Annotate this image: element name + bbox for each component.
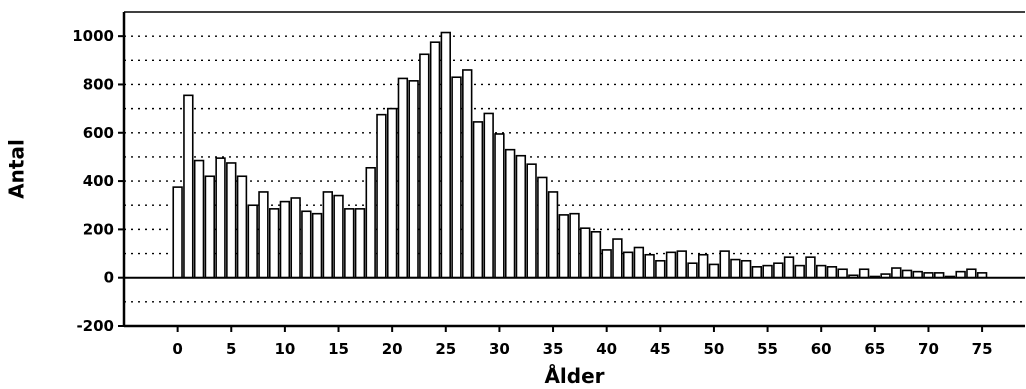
bar [966,268,977,279]
bar [419,53,430,279]
y-tick-label: 1000 [72,27,114,45]
bar [247,204,258,279]
bar [258,191,269,279]
bar [805,256,816,279]
bar [590,231,602,279]
bar [612,238,623,279]
bar [386,107,398,279]
y-tick-label: 800 [83,75,114,93]
x-tick-label: 5 [226,340,236,358]
bar [569,212,580,279]
bar [783,256,795,279]
bar [462,69,473,279]
x-tick-label: 30 [489,340,510,358]
bar [483,112,494,279]
bar [526,163,537,279]
x-tick-label: 45 [650,340,671,358]
axes [118,11,1025,332]
x-tick-label: 35 [543,340,564,358]
bar [580,227,591,279]
bar [494,133,505,279]
bar [622,251,634,279]
bar [901,269,913,279]
bar [687,262,698,279]
y-axis-label: Antal [5,139,29,199]
bar [837,268,848,279]
bar [826,266,838,279]
x-tick-label: 65 [864,340,885,358]
bar [676,250,687,279]
x-tick-label: 50 [704,340,725,358]
bar [268,208,280,279]
bar [515,154,527,279]
x-tick-label: 0 [172,340,182,358]
bar [601,249,612,279]
bars [172,31,988,279]
bar [644,253,655,279]
y-tick-label: 600 [83,124,114,142]
bar [858,268,870,279]
bar [655,259,666,279]
bar [472,121,484,279]
x-tick-label: 10 [274,340,295,358]
x-tick-label: 70 [918,340,939,358]
x-tick-label: 15 [328,340,349,358]
bar [547,191,559,279]
bar [537,176,548,279]
bar [172,186,183,279]
bar [204,175,216,279]
tick-labels: -200 0 200 400 600 800 1000 0 5 10 15 20 25 30 35 40 45 5… [72,27,992,358]
y-tick-label: 200 [83,220,114,238]
bar [730,258,741,279]
bar [183,94,194,279]
x-tick-label: 40 [596,340,617,358]
bar [429,41,441,279]
bar [633,246,645,279]
bar [408,80,419,279]
x-tick-label: 55 [757,340,778,358]
bar [397,77,409,279]
bar [279,200,291,279]
bar [665,251,677,279]
gridlines [124,35,1025,303]
y-tick-label: 400 [83,172,114,190]
x-tick-label: 25 [435,340,456,358]
bar [558,214,569,279]
bar [236,175,248,279]
x-axis-label: Ålder [544,364,604,388]
bar [290,197,301,279]
bar [226,162,237,279]
bar [354,208,366,279]
x-tick-label: 20 [382,340,403,358]
bar [504,148,516,279]
bar [311,212,323,279]
bar [322,191,333,279]
bar [376,113,387,279]
bar [365,166,376,279]
bar [193,159,205,279]
bar [451,76,462,279]
bar [794,264,805,279]
bar [816,264,827,279]
bar [891,267,902,279]
x-tick-label: 75 [972,340,993,358]
y-tick-label: 0 [104,269,114,287]
bar [773,262,784,279]
bar [740,259,752,279]
bar [762,264,773,279]
bar [698,253,709,279]
y-tick-label: -200 [76,317,114,335]
bar [344,208,355,279]
x-tick-label: 60 [811,340,832,358]
bar [301,210,312,279]
bar [719,250,730,279]
bar [440,31,451,279]
bar [708,263,720,279]
bar [751,266,763,279]
bar [215,157,226,279]
bar [333,194,344,279]
